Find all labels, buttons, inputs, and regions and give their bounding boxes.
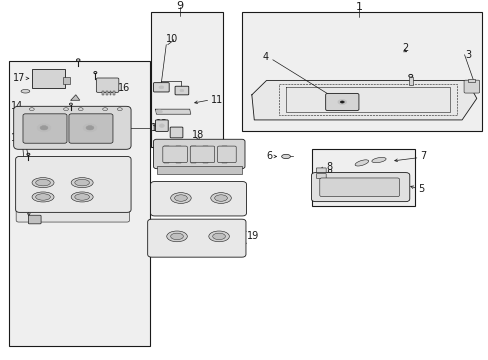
Bar (176, 146, 181, 163)
FancyBboxPatch shape (69, 114, 113, 143)
Ellipse shape (21, 90, 30, 93)
Ellipse shape (174, 195, 187, 201)
Text: 16: 16 (118, 84, 130, 93)
FancyBboxPatch shape (147, 219, 245, 257)
Ellipse shape (166, 231, 187, 242)
Ellipse shape (214, 195, 227, 201)
Ellipse shape (32, 192, 54, 202)
Text: 18: 18 (191, 130, 203, 140)
Bar (163, 146, 168, 163)
FancyBboxPatch shape (23, 114, 67, 143)
FancyBboxPatch shape (16, 157, 131, 212)
Ellipse shape (32, 177, 54, 188)
Text: 12: 12 (155, 118, 167, 129)
Ellipse shape (40, 126, 48, 130)
FancyBboxPatch shape (153, 139, 244, 168)
Ellipse shape (83, 124, 97, 132)
Bar (190, 146, 195, 163)
Ellipse shape (102, 108, 107, 111)
Ellipse shape (156, 110, 162, 113)
FancyBboxPatch shape (63, 77, 70, 84)
Ellipse shape (371, 157, 386, 163)
Bar (113, 91, 115, 95)
Ellipse shape (37, 124, 51, 132)
Ellipse shape (337, 99, 346, 104)
Text: 13: 13 (150, 123, 163, 133)
FancyBboxPatch shape (16, 205, 129, 222)
Text: 4: 4 (262, 52, 268, 62)
FancyBboxPatch shape (217, 146, 236, 163)
Ellipse shape (29, 108, 34, 111)
FancyBboxPatch shape (463, 80, 479, 93)
Bar (242, 13, 481, 131)
Bar (105, 91, 107, 95)
Text: 10: 10 (166, 34, 178, 44)
Polygon shape (251, 81, 476, 120)
Bar (468, 79, 474, 82)
Ellipse shape (170, 193, 191, 203)
FancyBboxPatch shape (170, 127, 183, 138)
Polygon shape (71, 95, 80, 100)
Ellipse shape (212, 233, 225, 240)
FancyBboxPatch shape (175, 86, 188, 95)
Ellipse shape (180, 89, 183, 92)
Bar (408, 77, 412, 85)
Text: 3: 3 (465, 50, 471, 60)
Ellipse shape (71, 192, 93, 202)
Text: 15: 15 (11, 133, 23, 143)
Bar (9, 61, 149, 346)
Ellipse shape (159, 124, 164, 127)
Ellipse shape (36, 194, 50, 200)
Text: 5: 5 (417, 184, 424, 194)
Ellipse shape (117, 108, 122, 111)
Ellipse shape (63, 108, 68, 111)
Bar (311, 149, 414, 206)
Ellipse shape (75, 194, 89, 200)
Ellipse shape (208, 231, 229, 242)
FancyBboxPatch shape (28, 215, 41, 224)
FancyBboxPatch shape (163, 146, 187, 163)
FancyBboxPatch shape (316, 174, 325, 178)
FancyBboxPatch shape (14, 106, 131, 149)
Text: 11: 11 (211, 95, 223, 105)
Ellipse shape (170, 233, 183, 240)
FancyBboxPatch shape (190, 146, 214, 163)
FancyBboxPatch shape (316, 168, 325, 172)
Bar (150, 13, 223, 147)
Bar (102, 91, 103, 95)
Ellipse shape (340, 101, 344, 103)
Text: 1: 1 (355, 2, 362, 12)
Ellipse shape (159, 86, 163, 89)
Text: 14: 14 (11, 101, 23, 111)
Ellipse shape (354, 160, 368, 166)
Ellipse shape (36, 179, 50, 186)
Bar (203, 146, 207, 163)
Text: 2: 2 (401, 43, 407, 53)
Text: 8: 8 (326, 169, 332, 179)
Text: 19: 19 (246, 231, 259, 241)
FancyBboxPatch shape (150, 181, 246, 216)
Text: 8: 8 (326, 162, 332, 171)
FancyBboxPatch shape (311, 172, 409, 202)
Ellipse shape (281, 154, 290, 159)
Ellipse shape (75, 179, 89, 186)
FancyBboxPatch shape (325, 93, 358, 111)
Text: 6: 6 (265, 152, 272, 162)
Ellipse shape (78, 108, 83, 111)
Bar (109, 91, 111, 95)
Text: 7: 7 (420, 152, 426, 162)
Text: 9: 9 (176, 1, 183, 11)
FancyBboxPatch shape (155, 120, 168, 131)
Ellipse shape (86, 126, 94, 130)
Text: 17: 17 (13, 73, 25, 83)
FancyBboxPatch shape (153, 83, 169, 92)
FancyBboxPatch shape (96, 78, 119, 92)
Ellipse shape (210, 193, 231, 203)
Bar (222, 146, 227, 163)
FancyBboxPatch shape (157, 166, 242, 174)
FancyBboxPatch shape (319, 178, 399, 197)
Ellipse shape (71, 177, 93, 188)
Polygon shape (155, 109, 190, 114)
FancyBboxPatch shape (32, 69, 65, 88)
